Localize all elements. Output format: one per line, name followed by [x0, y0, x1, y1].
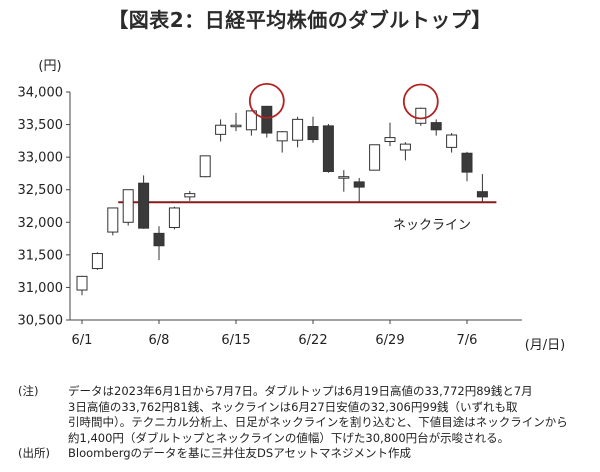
- peak-marker-circle: [402, 83, 439, 120]
- candle-body: [461, 152, 473, 173]
- candle-body: [369, 144, 381, 171]
- note-line: Bloombergのデータを基に三井住友DSアセットマネジメント作成: [68, 446, 411, 460]
- candle-body: [307, 126, 319, 141]
- candle-body: [476, 191, 488, 198]
- neckline-label: ネックライン: [393, 218, 471, 233]
- x-tick-label: 6/15: [221, 333, 250, 348]
- note-row: (注) データは2023年6月1日から7月7日。ダブルトップは6月19日高値の33…: [4, 384, 596, 446]
- candle-body: [245, 110, 257, 131]
- candle-body: [322, 125, 334, 172]
- candle-body: [215, 124, 227, 135]
- note-line: データは2023年6月1日から7月7日。ダブルトップは6月19日高値の33,77…: [68, 384, 533, 398]
- x-tick-label: 6/1: [72, 333, 93, 348]
- candle-body: [261, 105, 273, 134]
- y-tick-label: 32,000: [18, 216, 64, 231]
- note-line: 3日高値の33,762円81銭、ネックラインは6月27日安値の32,306円99…: [68, 399, 518, 414]
- candle-body: [138, 182, 150, 229]
- candle-body: [91, 253, 103, 270]
- y-tick-label: 31,000: [18, 281, 64, 296]
- candle-body: [292, 118, 304, 141]
- note-text: Bloombergのデータを基に三井住友DSアセットマネジメント作成: [68, 446, 596, 462]
- y-tick-label: 30,500: [18, 314, 64, 329]
- candle-body: [184, 193, 196, 198]
- candle-body: [153, 232, 165, 247]
- candle-body: [122, 189, 134, 223]
- x-tick-label: 6/8: [149, 333, 170, 348]
- x-tick-label: 7/6: [457, 333, 478, 348]
- candle-body: [446, 134, 458, 148]
- peak-marker-circle: [248, 82, 285, 119]
- chart-axes: 30,500 31,000 31,500 32,000 32,500 33,000 33,5…: [18, 59, 566, 353]
- candle-body: [430, 122, 442, 131]
- footnotes: (注) データは2023年6月1日から7月7日。ダブルトップは6月19日高値の33…: [4, 384, 596, 462]
- note-line: 約1,400円（ダブルトップとネックラインの値幅）下げた30,800円台が示唆さ…: [68, 430, 510, 445]
- note-text: データは2023年6月1日から7月7日。ダブルトップは6月19日高値の33,77…: [68, 384, 596, 446]
- note-line: 引時間中）。テクニカル分析上、日足がネックラインを割り込むと、下値目途はネックラ…: [68, 415, 568, 429]
- neckline-layer: ネックライン: [118, 201, 497, 233]
- candle-body: [384, 137, 396, 143]
- candle-body: [107, 207, 119, 233]
- chart-title: 【図表2：日経平均株価のダブルトップ】: [108, 8, 492, 32]
- candle-body: [230, 124, 242, 128]
- note-row: (出所) Bloombergのデータを基に三井住友DSアセットマネジメント作成: [4, 446, 596, 462]
- candles-layer: [76, 105, 488, 296]
- note-label: (注): [18, 384, 39, 398]
- candle-body: [76, 275, 88, 291]
- x-tick-label: 6/22: [298, 333, 327, 348]
- candle-body: [168, 207, 180, 228]
- x-tick-label: 6/29: [375, 333, 404, 348]
- y-tick-label: 32,500: [18, 183, 64, 198]
- candle-body: [399, 143, 411, 151]
- y-tick-label: 34,000: [18, 86, 64, 101]
- y-tick-label: 31,500: [18, 248, 64, 263]
- candle-body: [415, 107, 427, 124]
- candle-body: [353, 181, 365, 188]
- candle-body: [276, 131, 288, 142]
- peak-markers-layer: [248, 82, 439, 120]
- candle-body: [199, 155, 211, 178]
- y-tick-label: 33,000: [18, 151, 64, 166]
- y-tick-label: 33,500: [18, 118, 64, 133]
- candle-body: [338, 176, 350, 179]
- note-label: (出所): [18, 446, 50, 460]
- y-unit-label: (円): [38, 59, 61, 74]
- candlestick-chart: 30,500 31,000 31,500 32,000 32,500 33,000 33,5…: [18, 59, 566, 353]
- x-unit-label: (月/日): [525, 338, 566, 353]
